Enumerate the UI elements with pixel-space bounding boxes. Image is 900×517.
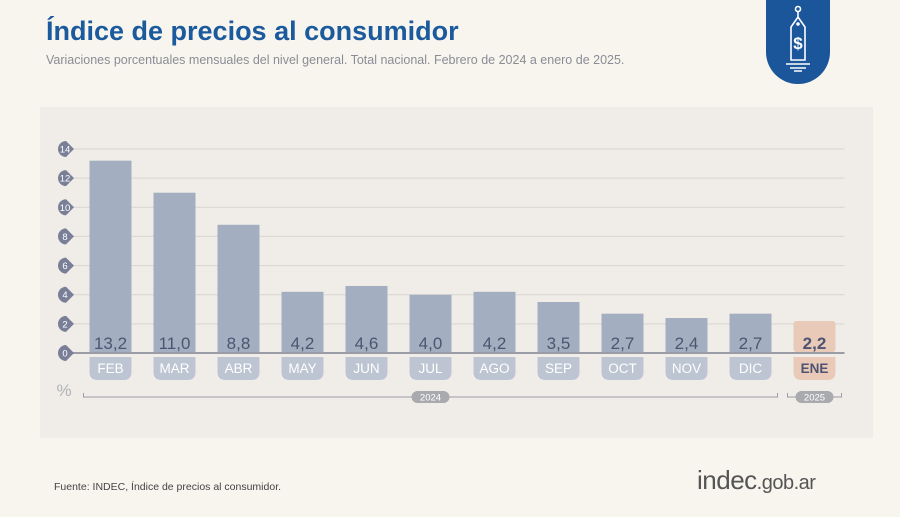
data-label: 13,2 <box>94 334 127 353</box>
bar-may <box>281 291 324 352</box>
month-label: JUN <box>353 361 379 376</box>
bar-ago <box>473 291 516 352</box>
y-tick-marker <box>58 286 74 303</box>
y-tick-marker <box>58 345 74 361</box>
data-label: 4,2 <box>483 334 507 353</box>
data-label: 4,2 <box>291 334 315 353</box>
y-tick-marker <box>58 199 74 216</box>
year-label: 2025 <box>804 393 825 404</box>
month-label: NOV <box>672 361 701 376</box>
month-label: MAR <box>160 361 190 376</box>
bar-jun <box>345 285 388 352</box>
bar-chart: 0 2 4 6 8 10 12 14% 13,2 FEB 11,0 MAR 8,8 ABR 4,2 MAY 4,… <box>56 141 845 404</box>
y-tick-marker <box>58 315 74 332</box>
y-tick-label: 2 <box>62 319 67 330</box>
data-label: 2,4 <box>675 334 699 353</box>
y-tick-marker <box>58 228 74 245</box>
source-note: Fuente: INDEC, Índice de precios al cons… <box>54 481 282 493</box>
y-tick-marker <box>58 141 74 157</box>
year-pill <box>795 391 834 403</box>
month-pill <box>409 357 452 380</box>
data-label: 2,2 <box>803 334 827 353</box>
bar-sep <box>537 302 580 352</box>
year-label: 2024 <box>420 393 441 404</box>
y-tick-label: 8 <box>62 232 67 243</box>
chart-panel: 0 2 4 6 8 10 12 14% 13,2 FEB 11,0 MAR 8,8 ABR 4,2 MAY 4,… <box>40 107 873 438</box>
month-pill <box>345 357 388 380</box>
month-label: DIC <box>739 361 763 376</box>
month-pill <box>89 357 132 380</box>
data-label: 8,8 <box>227 334 251 353</box>
y-tick-label: 12 <box>60 174 71 185</box>
bar-dic <box>729 313 772 352</box>
month-pill <box>537 357 580 380</box>
month-label: MAY <box>288 361 316 376</box>
data-label: 11,0 <box>159 334 191 353</box>
y-tick-label: 4 <box>62 290 67 301</box>
svg-text:$: $ <box>793 34 803 53</box>
data-label: 4,6 <box>355 334 379 353</box>
month-label: OCT <box>608 361 637 376</box>
data-label: 2,7 <box>739 334 763 353</box>
bar-nov <box>665 318 708 352</box>
month-pill <box>729 357 772 380</box>
year-pill <box>411 391 450 403</box>
page-subtitle: Variaciones porcentuales mensuales del n… <box>46 53 625 67</box>
data-label: 2,7 <box>611 334 635 353</box>
month-label: ENE <box>801 361 829 376</box>
month-pill <box>601 357 644 380</box>
y-tick-label: 0 <box>62 349 67 360</box>
y-tick-label: 6 <box>62 261 67 272</box>
y-tick-label: 10 <box>60 203 71 214</box>
y-tick-marker <box>58 170 74 187</box>
bar-ene <box>793 320 836 352</box>
month-label: SEP <box>545 361 572 376</box>
month-label: JUL <box>418 361 442 376</box>
month-pill <box>473 357 516 380</box>
month-label: ABR <box>225 361 253 376</box>
indec-logo: indec.gob.ar <box>697 465 816 495</box>
month-label: AGO <box>479 361 509 376</box>
bar-feb <box>89 160 132 352</box>
bar-mar <box>153 192 196 352</box>
month-label: FEB <box>97 361 123 376</box>
price-tag-dollar-icon: $ <box>766 0 830 84</box>
data-label: 3,5 <box>547 334 571 353</box>
month-pill <box>665 357 708 380</box>
month-pill <box>217 357 260 380</box>
bar-abr <box>217 224 260 352</box>
bar-oct <box>601 313 644 352</box>
y-tick-marker <box>58 257 74 274</box>
month-pill <box>153 357 196 380</box>
page-title: Índice de precios al consumidor <box>46 16 459 46</box>
month-pill <box>793 357 836 380</box>
bar-jul <box>409 294 452 352</box>
y-tick-label: 14 <box>60 145 71 156</box>
data-label: 4,0 <box>419 334 443 353</box>
y-axis-unit: % <box>56 381 71 400</box>
month-pill <box>281 357 324 380</box>
